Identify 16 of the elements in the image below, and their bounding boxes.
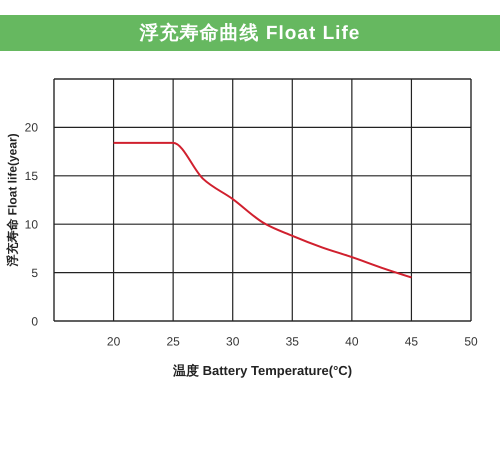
x-axis-title: 温度 Battery Temperature(°C) <box>172 363 352 378</box>
x-tick-label: 20 <box>106 334 121 349</box>
y-tick-label: 20 <box>24 120 38 135</box>
x-tick-label: 50 <box>464 334 478 349</box>
y-tick-label: 15 <box>24 169 38 184</box>
x-tick-label: 45 <box>404 334 418 349</box>
x-tick-label: 35 <box>286 334 300 349</box>
chart-title: 浮充寿命曲线 Float Life <box>0 15 500 51</box>
x-tick-label: 30 <box>226 334 240 349</box>
y-tick-label: 5 <box>31 266 38 280</box>
y-axis-title: 浮充寿命 Float life(year) <box>5 133 20 268</box>
line-series <box>112 142 412 278</box>
y-tick-label: 0 <box>31 314 38 328</box>
y-tick-label: 10 <box>24 217 38 232</box>
x-tick-label: 40 <box>345 334 359 349</box>
x-tick-label: 25 <box>166 334 180 349</box>
